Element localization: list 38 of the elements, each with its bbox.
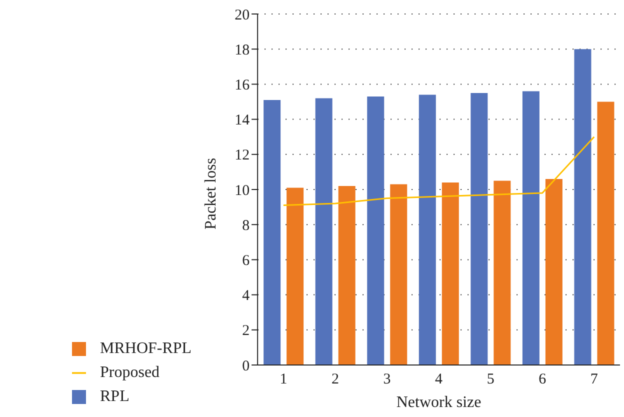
bar <box>442 182 459 365</box>
x-tick-label: 2 <box>331 372 339 388</box>
x-axis-title: Network size <box>396 394 482 411</box>
bar <box>286 188 304 365</box>
x-tick-label: 1 <box>280 372 288 388</box>
bar <box>315 98 332 365</box>
y-tick-label: 4 <box>242 288 250 304</box>
legend-label: Proposed <box>100 364 160 381</box>
legend-label: RPL <box>100 388 130 405</box>
bar <box>470 92 488 365</box>
y-tick-label: 8 <box>242 218 250 234</box>
bar <box>264 100 281 365</box>
bar <box>574 49 592 365</box>
x-tick-label: 3 <box>383 372 391 388</box>
bar <box>545 178 562 365</box>
y-tick-label: 12 <box>234 148 250 164</box>
bar <box>390 184 408 365</box>
x-tick-label: 5 <box>486 372 494 388</box>
legend-label: MRHOF-RPL <box>100 340 192 357</box>
y-tick-label: 20 <box>234 7 250 24</box>
x-tick-label: 7 <box>590 372 598 388</box>
bar <box>418 94 436 365</box>
bar <box>338 186 356 365</box>
bar <box>597 102 614 365</box>
line-series <box>282 136 595 206</box>
y-tick-label: 0 <box>242 358 250 374</box>
y-tick-label: 16 <box>234 78 250 94</box>
y-axis-title: Packet loss <box>202 158 220 230</box>
bar <box>494 180 511 365</box>
y-tick-label: 14 <box>234 112 250 129</box>
x-tick-label: 4 <box>435 372 444 388</box>
y-tick-label: 6 <box>242 253 250 270</box>
y-tick-label: 18 <box>234 42 250 58</box>
bar <box>522 91 540 365</box>
y-tick-label: 2 <box>242 323 250 340</box>
x-tick-label: 6 <box>538 372 547 388</box>
bar <box>367 96 384 365</box>
y-tick-label: 10 <box>234 182 250 199</box>
